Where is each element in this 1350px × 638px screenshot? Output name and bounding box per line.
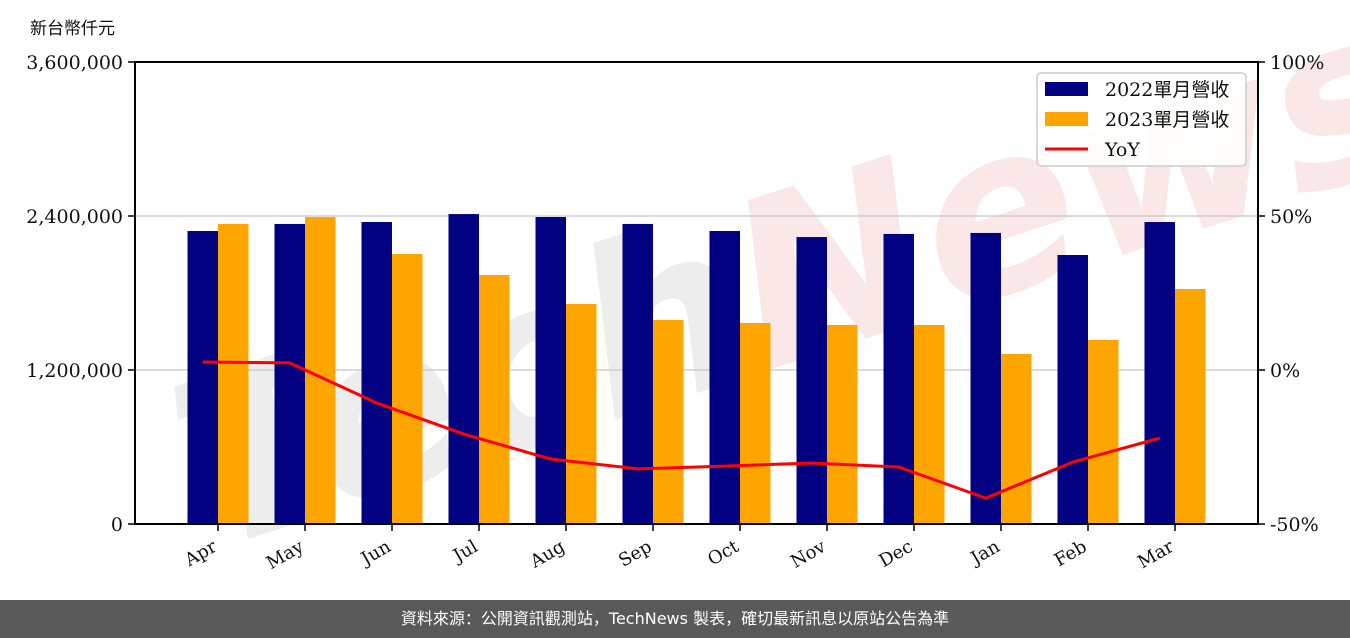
y-axis-unit-label: 新台幣仟元	[30, 19, 115, 39]
bar-nov-1	[796, 237, 827, 524]
bar-mar-2	[1175, 289, 1206, 524]
bar-dec-1	[883, 233, 914, 524]
revenue-chart: TechNews 01,200,0002,400,0003,600,000-50…	[26, 0, 1350, 600]
bar-jan-1	[970, 232, 1001, 524]
bar-aug-1	[535, 217, 566, 524]
bar-oct-1	[709, 231, 740, 524]
svg-text:2022單月營收: 2022單月營收	[1105, 79, 1229, 101]
svg-text:Sep: Sep	[615, 536, 655, 571]
bar-jan-2	[1001, 353, 1032, 524]
svg-text:Mar: Mar	[1134, 536, 1178, 573]
bar-aug-2	[566, 304, 597, 524]
bar-apr-1	[187, 231, 218, 524]
bar-jul-2	[479, 275, 510, 524]
bar-series	[187, 214, 1206, 524]
svg-text:100%: 100%	[1270, 52, 1324, 74]
bar-sep-1	[622, 223, 653, 524]
bar-may-1	[274, 223, 305, 524]
bar-oct-2	[740, 323, 771, 524]
bar-mar-1	[1144, 222, 1175, 524]
svg-text:0%: 0%	[1270, 360, 1300, 382]
svg-text:Jan: Jan	[966, 536, 1004, 570]
bar-dec-2	[914, 324, 945, 524]
svg-text:3,600,000: 3,600,000	[26, 52, 123, 74]
svg-text:50%: 50%	[1270, 206, 1312, 228]
bar-nov-2	[827, 324, 858, 524]
svg-text:0: 0	[111, 514, 123, 536]
svg-text:Jul: Jul	[448, 536, 482, 568]
svg-text:1,200,000: 1,200,000	[26, 360, 123, 382]
bar-may-2	[305, 217, 336, 524]
svg-text:-50%: -50%	[1270, 514, 1319, 536]
svg-text:Dec: Dec	[876, 536, 917, 572]
bar-feb-2	[1088, 339, 1119, 524]
svg-text:Feb: Feb	[1051, 536, 1091, 571]
svg-text:2,400,000: 2,400,000	[26, 206, 123, 228]
source-footer: 資料來源：公開資訊觀測站，TechNews 製表，確切最新訊息以原站公告為準	[0, 600, 1350, 638]
bar-sep-2	[653, 319, 684, 524]
bar-jun-1	[361, 222, 392, 524]
svg-text:Oct: Oct	[704, 536, 743, 571]
yoy-line	[202, 360, 1161, 500]
svg-text:YoY: YoY	[1104, 139, 1140, 161]
bar-apr-2	[218, 223, 249, 524]
svg-text:Nov: Nov	[787, 536, 830, 573]
legend: 2022單月營收 2023單月營收 YoY	[1036, 72, 1247, 167]
svg-text:2023單月營收: 2023單月營收	[1105, 109, 1229, 131]
bar-feb-1	[1057, 255, 1088, 524]
bar-jul-1	[448, 214, 479, 524]
svg-text:Aug: Aug	[526, 536, 569, 573]
bar-jun-2	[392, 253, 423, 524]
